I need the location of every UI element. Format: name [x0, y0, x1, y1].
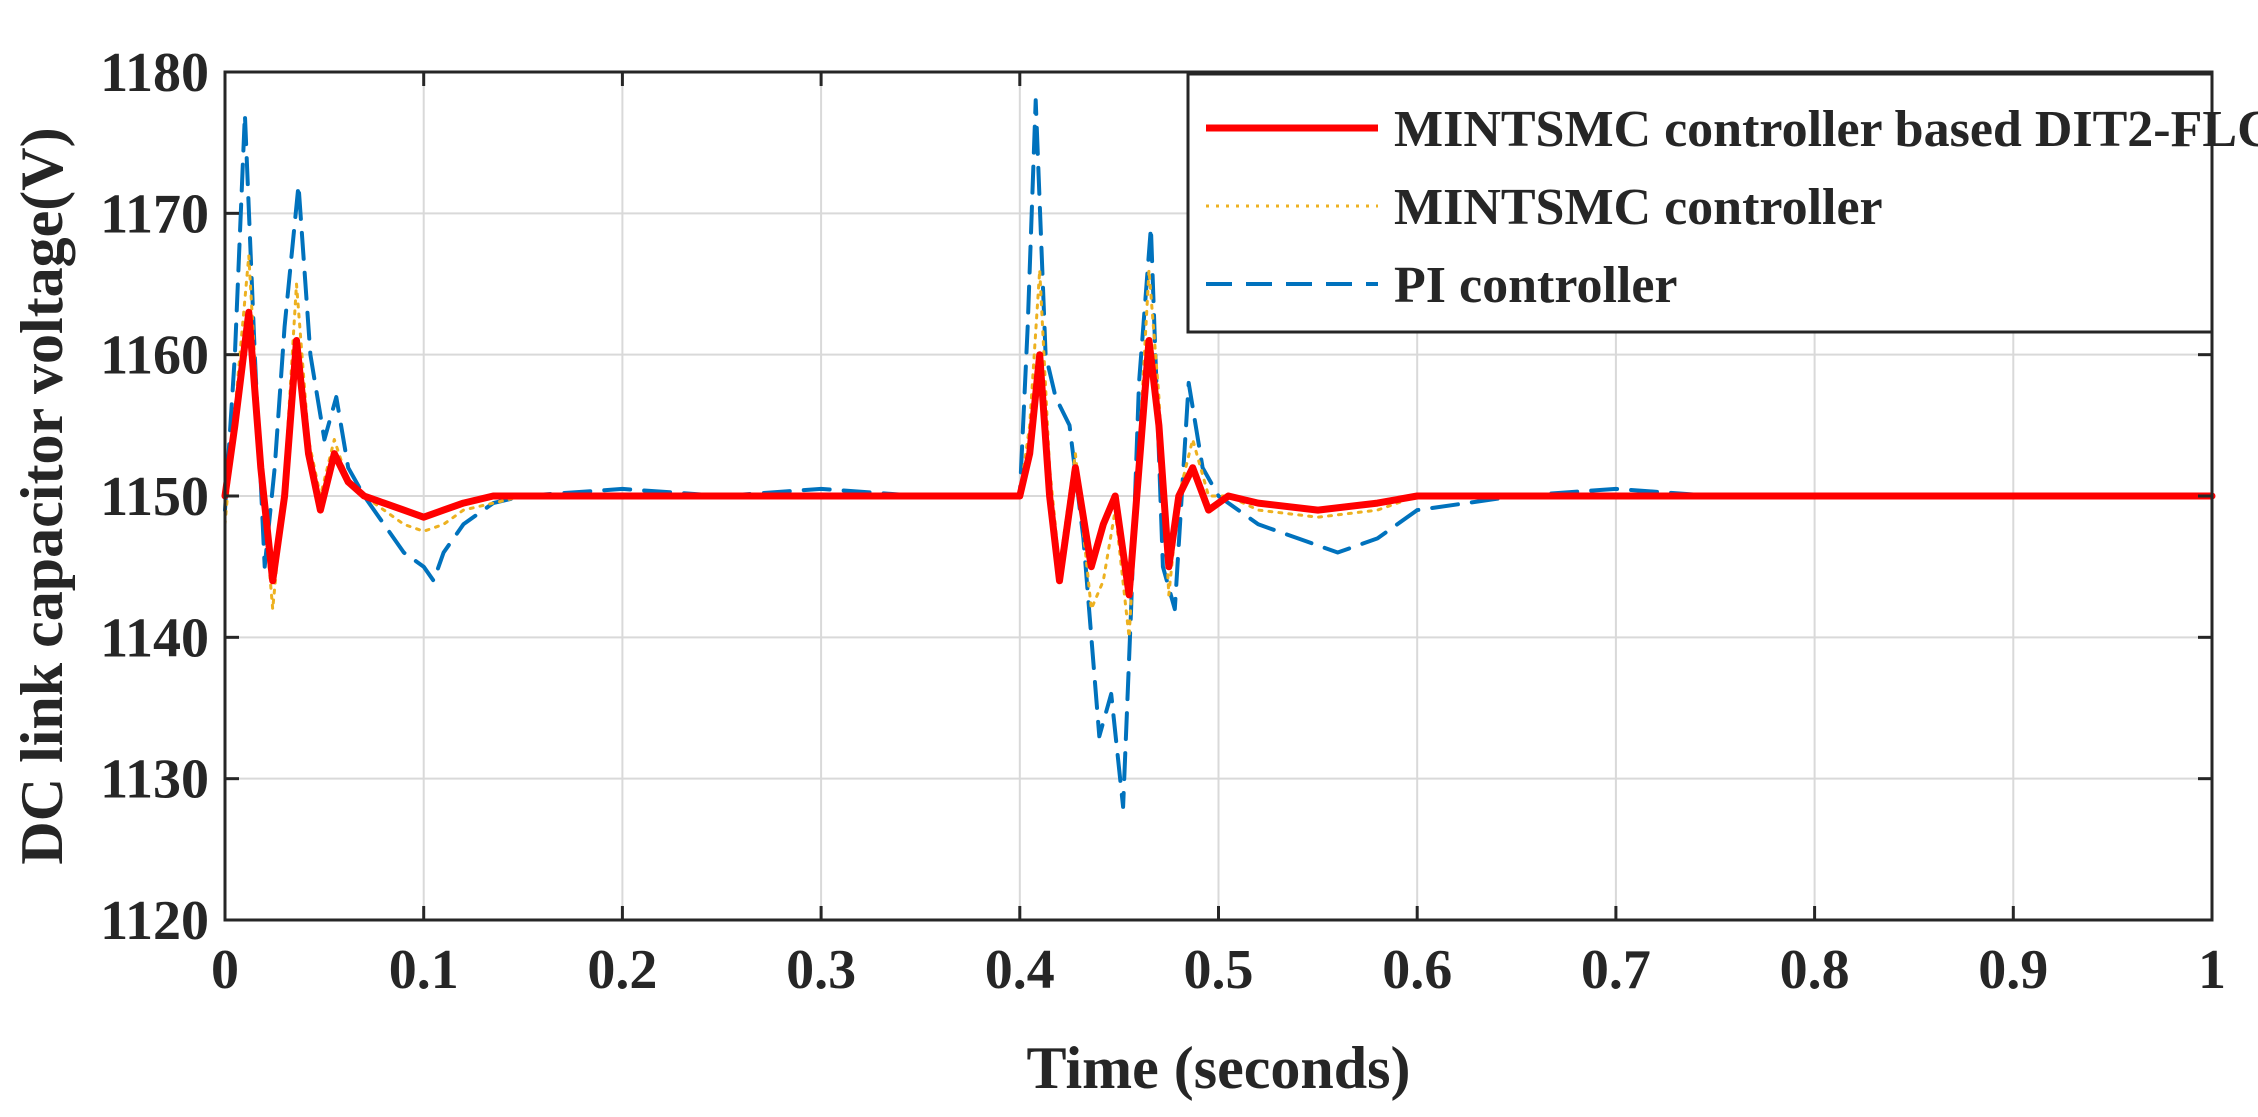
y-tick-label: 1130 — [100, 749, 209, 811]
y-tick-label: 1140 — [100, 607, 209, 669]
y-axis-ticks: 1120 1130 1140 1150 1160 1170 1180 — [100, 42, 2212, 952]
x-tick-label: 0.4 — [985, 939, 1055, 1001]
x-tick-label: 0.1 — [389, 939, 459, 1001]
x-tick-label: 0.7 — [1581, 939, 1651, 1001]
x-tick-label: 0.3 — [786, 939, 856, 1001]
legend-label-pi: PI controller — [1394, 257, 1678, 314]
x-axis-ticks: 0 0.1 0.2 0.3 0.4 0.5 0.6 0.7 0.8 0.9 1 — [211, 72, 2226, 1001]
x-tick-label: 0.8 — [1780, 939, 1850, 1001]
legend-box — [1186, 72, 2214, 334]
x-axis-title: Time (seconds) — [1027, 1035, 1411, 1101]
x-tick-label: 0.9 — [1978, 939, 2048, 1001]
x-tick-label: 0.5 — [1184, 939, 1254, 1001]
y-tick-label: 1180 — [100, 42, 209, 104]
x-tick-label: 0.6 — [1382, 939, 1452, 1001]
y-tick-label: 1160 — [100, 325, 209, 387]
y-axis-title: DC link capacitor voltage(V) — [9, 127, 75, 864]
legend-label-mintsmc: MINTSMC controller — [1394, 179, 1883, 236]
y-tick-label: 1150 — [100, 466, 209, 528]
x-tick-label: 0.2 — [587, 939, 657, 1001]
legend-label-dit2-flc: MINTSMC controller based DIT2-FLC — [1394, 101, 2258, 158]
plot-series-group — [221, 98, 2216, 809]
y-tick-label: 1120 — [100, 890, 209, 952]
x-tick-label: 1 — [2198, 939, 2226, 1001]
series-line-pi — [223, 98, 2214, 809]
series-line-dit2-flc — [221, 308, 2216, 599]
x-tick-label: 0 — [211, 939, 239, 1001]
y-tick-label: 1170 — [100, 183, 209, 245]
legend: MINTSMC controller based DIT2-FLC MINTSM… — [1186, 72, 2258, 334]
